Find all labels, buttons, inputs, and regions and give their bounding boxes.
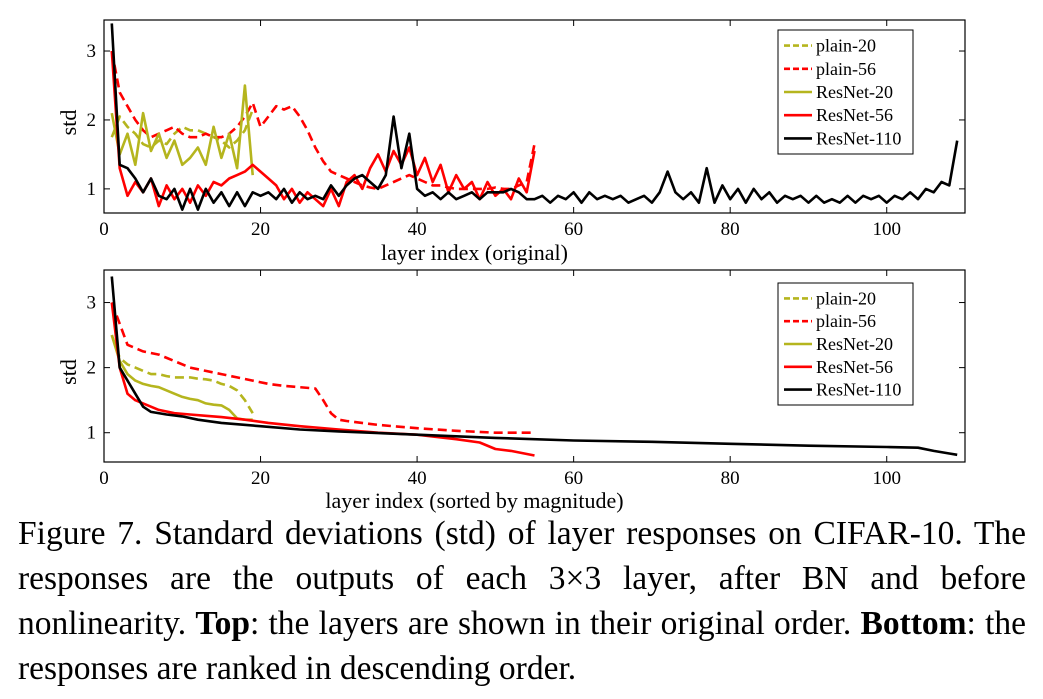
y-tick-label: 3 (87, 293, 97, 314)
legend-label: ResNet-56 (816, 105, 893, 125)
y-axis-label: std (56, 359, 81, 385)
x-tick-label: 0 (99, 468, 109, 489)
legend: plain-20 plain-56 ResNet-20 ResNet-56 ResNet… (777, 29, 914, 155)
x-tick-label: 100 (872, 219, 901, 240)
x-axis-label: layer index (original) (381, 240, 568, 265)
x-tick-label: 20 (251, 219, 270, 240)
x-tick-label: 60 (564, 468, 583, 489)
figure-caption: Figure 7. Standard deviations (std) of l… (18, 511, 1026, 691)
y-tick-label: 2 (87, 358, 97, 379)
series-line-resnet-110 (110, 276, 958, 457)
series-line-resnet-56 (110, 50, 536, 208)
top-chart: 0 20 40 60 80 100 1 2 3 layer index (original) std… (56, 19, 966, 265)
legend-label: ResNet-20 (816, 82, 893, 102)
series-group (110, 23, 959, 211)
y-axis-label: std (56, 110, 81, 136)
series-line-plain-20 (110, 334, 254, 414)
caption-figure-label: Figure 7. (18, 515, 143, 552)
x-tick-label: 100 (872, 468, 901, 489)
caption-bottom-label: Bottom (860, 605, 967, 642)
y-tick-label: 1 (87, 423, 97, 444)
x-tick-label: 60 (564, 219, 583, 240)
caption-top-label: Top (195, 605, 250, 642)
legend-label: ResNet-110 (816, 128, 901, 148)
series-line-resnet-20 (110, 334, 253, 422)
legend-label: plain-56 (816, 59, 876, 79)
legend-label: ResNet-110 (816, 380, 901, 400)
legend-label: plain-20 (816, 36, 876, 56)
y-tick-label: 2 (87, 110, 97, 131)
x-tick-label: 80 (721, 468, 740, 489)
x-tick-label: 40 (408, 219, 427, 240)
caption-text-bottom: : the responses are ranked in descending… (18, 605, 1027, 687)
series-line-plain-56 (110, 302, 535, 435)
legend-label: plain-56 (816, 311, 876, 331)
bottom-chart: 0 20 40 60 80 100 1 2 3 layer index (sorted by ma… (56, 269, 966, 513)
plot-frame (103, 269, 966, 463)
legend-label: plain-20 (816, 288, 876, 308)
series-line-plain-20 (110, 109, 254, 149)
x-tick-label: 80 (721, 219, 740, 240)
series-line-resnet-110 (110, 23, 959, 211)
plot-frame (103, 19, 966, 214)
series-group (110, 276, 958, 457)
x-axis-label: layer index (sorted by magnitude) (325, 488, 623, 513)
x-tick-label: 0 (99, 219, 109, 240)
x-tick-label: 20 (251, 468, 270, 489)
legend-label: ResNet-20 (816, 334, 893, 354)
legend-label: ResNet-56 (816, 357, 893, 377)
series-line-resnet-20 (110, 84, 254, 176)
series-line-plain-56 (110, 50, 536, 191)
caption-text-top: : the layers are shown in their original… (249, 605, 852, 642)
series-line-resnet-56 (110, 302, 535, 457)
caption-text: Standard deviations (std) of layer respo… (18, 515, 1026, 642)
x-tick-label: 40 (408, 468, 427, 489)
y-tick-label: 3 (87, 41, 97, 62)
legend: plain-20 plain-56 ResNet-20 ResNet-56 ResNet… (777, 282, 914, 406)
y-tick-label: 1 (87, 179, 97, 200)
